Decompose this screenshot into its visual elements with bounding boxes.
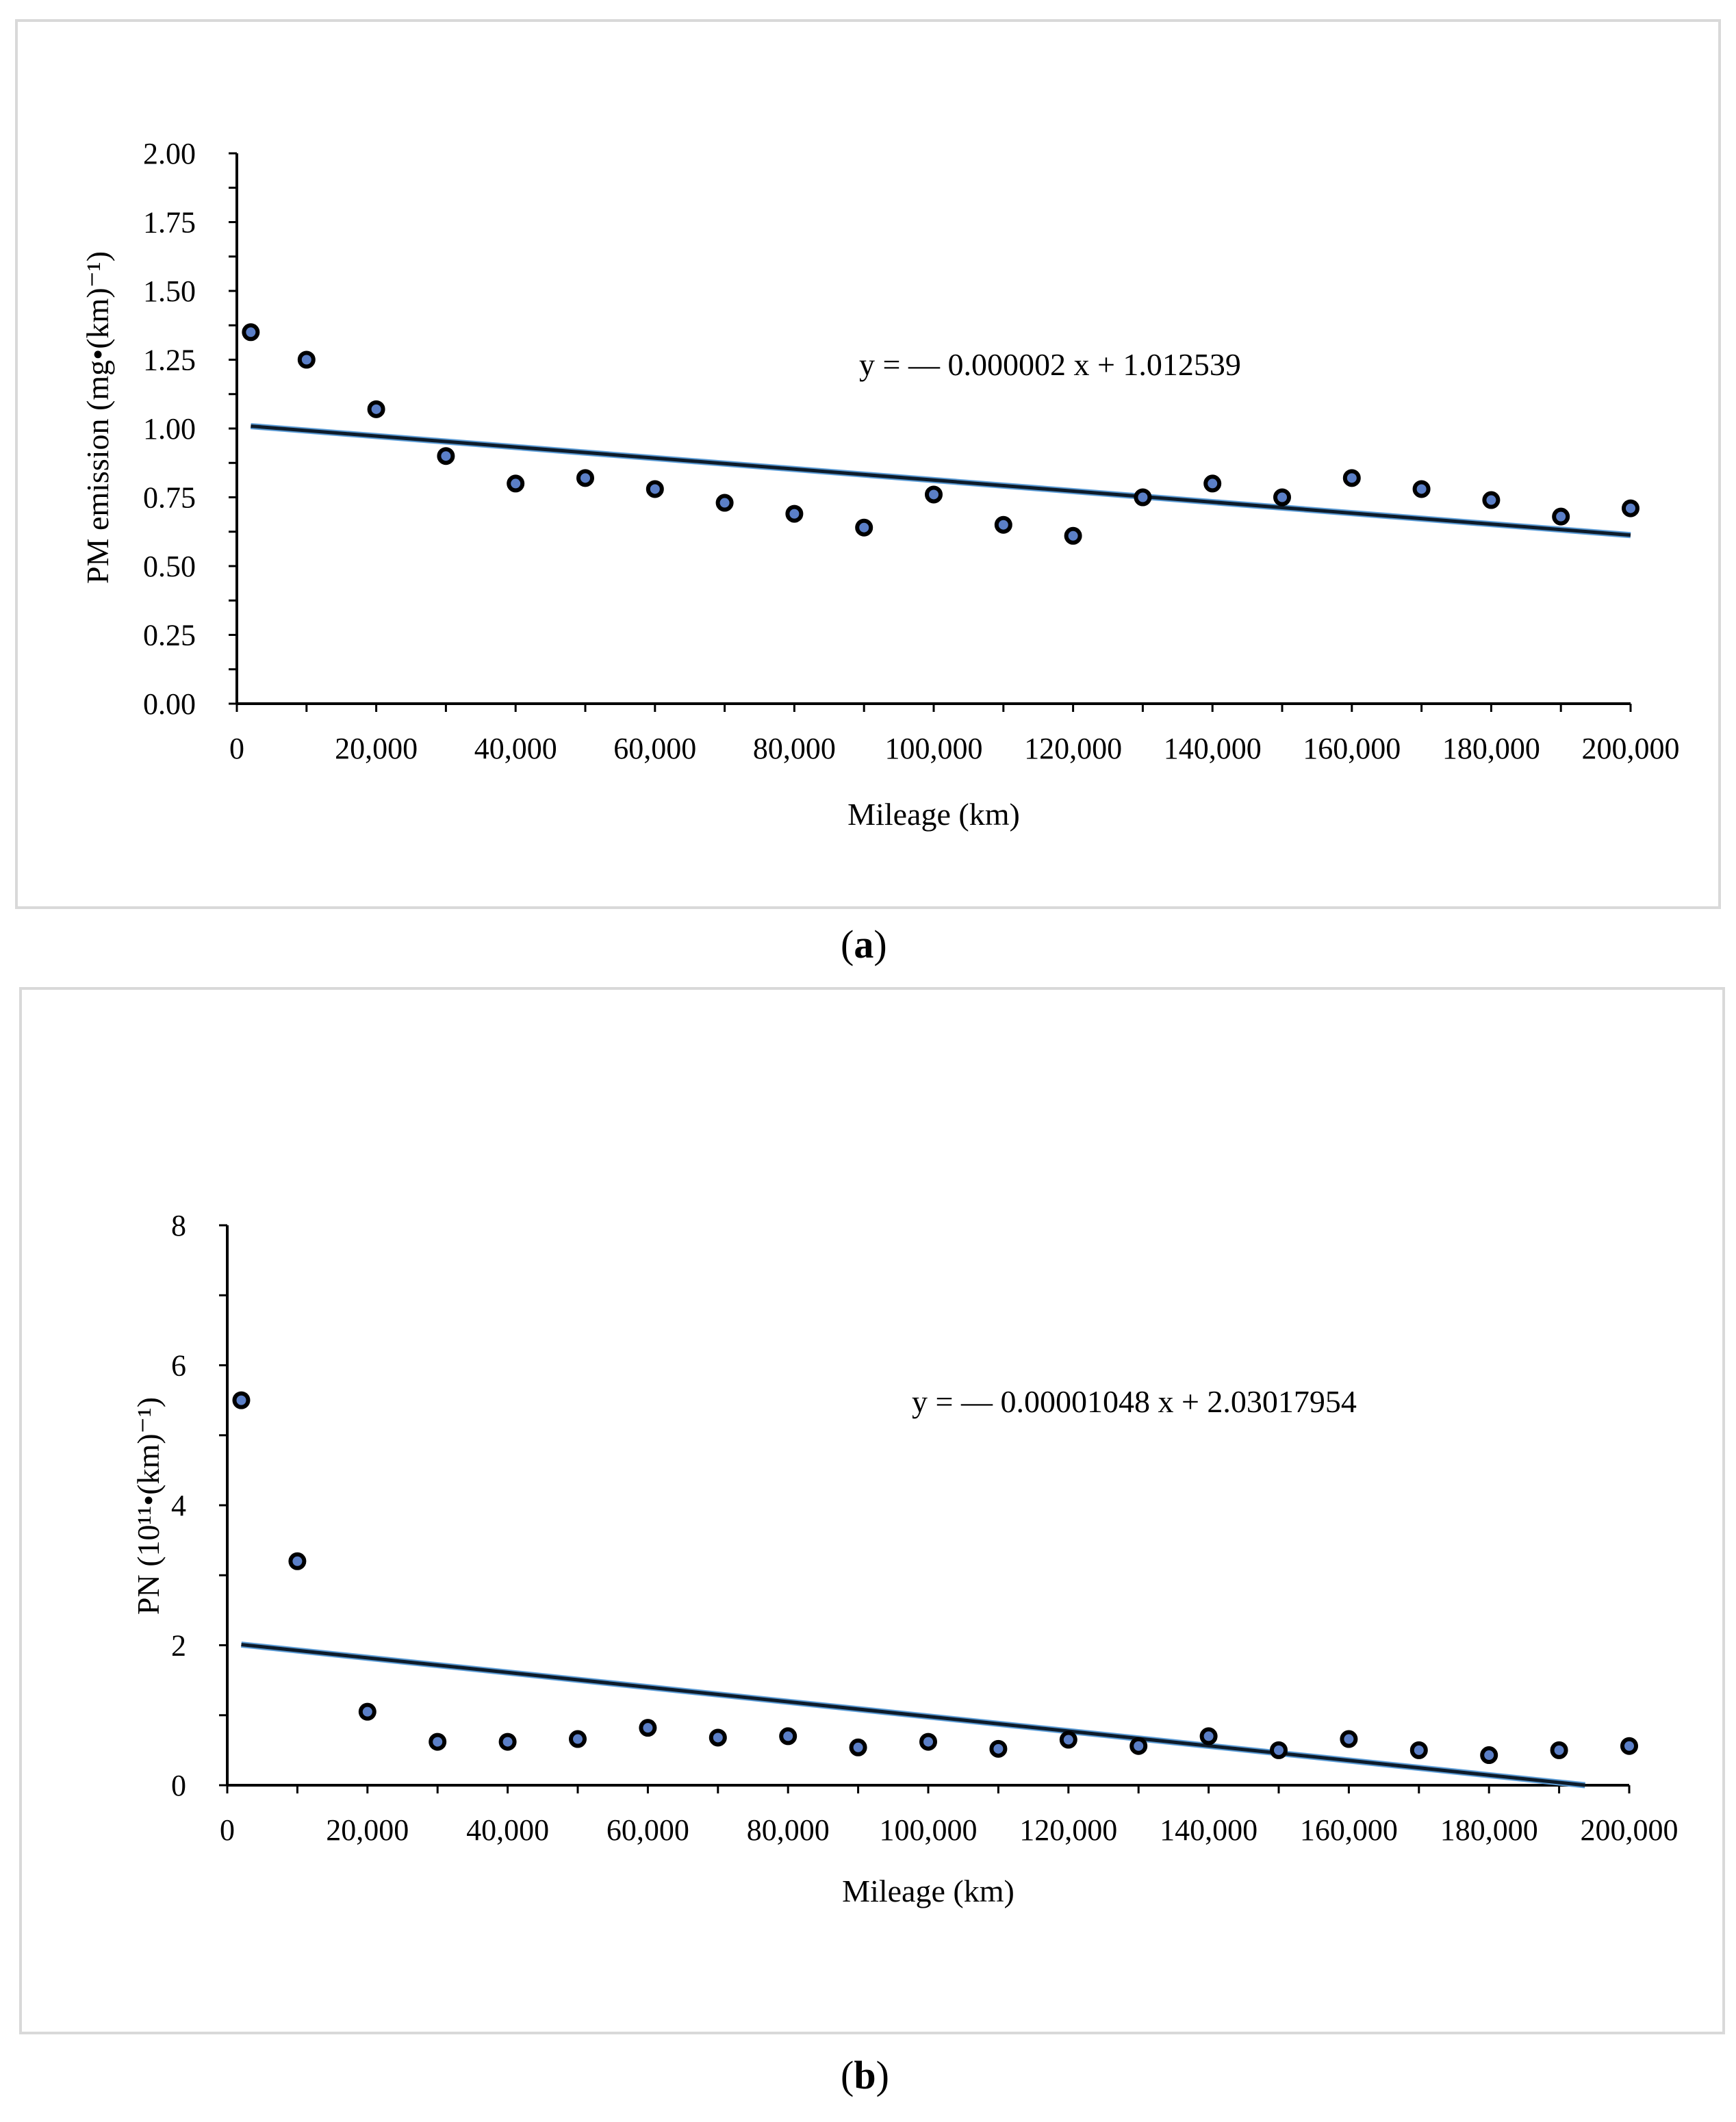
- y-tick-label-b: 0: [171, 1769, 186, 1802]
- y-tick-label-a: 0.75: [143, 481, 196, 515]
- x-tick-label-a: 160,000: [1303, 732, 1401, 765]
- x-tick-label-a: 80,000: [753, 732, 836, 765]
- y-tick-label-a: 0.25: [143, 619, 196, 652]
- data-point-a: [367, 400, 385, 418]
- data-point-b: [1550, 1741, 1568, 1759]
- data-point-b: [1340, 1730, 1358, 1748]
- y-tick-label-b: 4: [171, 1489, 186, 1522]
- data-point-a: [855, 518, 873, 537]
- x-tick-label-b: 180,000: [1440, 1813, 1538, 1847]
- data-point-a: [507, 474, 525, 493]
- x-tick-label-b: 120,000: [1019, 1813, 1117, 1847]
- y-tick-label-a: 1.25: [143, 344, 196, 377]
- data-point-b: [1620, 1737, 1638, 1755]
- data-point-b: [358, 1702, 376, 1721]
- data-point-b: [232, 1391, 251, 1409]
- x-tick-label-a: 120,000: [1024, 732, 1122, 765]
- y-tick-label-a: 2.00: [143, 137, 196, 170]
- trendline-b: [241, 1643, 1585, 1787]
- data-point-b: [1270, 1741, 1288, 1759]
- y-axis-title-a: PM emission (mg•(km)⁻¹): [80, 251, 115, 584]
- data-point-b: [1480, 1746, 1498, 1765]
- data-point-a: [1412, 480, 1431, 498]
- x-tick-label-b: 140,000: [1160, 1813, 1258, 1847]
- data-point-a: [437, 447, 455, 465]
- x-tick-label-b: 60,000: [607, 1813, 689, 1847]
- data-point-a: [1622, 499, 1639, 517]
- data-point-b: [779, 1727, 797, 1746]
- panel-label-b: (b): [841, 2053, 889, 2097]
- chart-frame-b: [19, 987, 1725, 2034]
- chart-frame-a: [15, 19, 1721, 909]
- data-point-a: [715, 494, 734, 512]
- trendline-equation-a: y = — 0.000002 x + 1.012539: [859, 347, 1241, 382]
- trendline-a: [251, 424, 1631, 537]
- data-point-a: [785, 504, 804, 523]
- panel-label-b-letter: b: [854, 2053, 876, 2097]
- x-tick-label-b: 200,000: [1581, 1813, 1678, 1847]
- data-point-b: [849, 1738, 867, 1756]
- data-point-a: [1134, 488, 1152, 507]
- data-point-b: [639, 1719, 657, 1737]
- x-tick-label-a: 200,000: [1582, 732, 1680, 765]
- data-point-a: [925, 485, 943, 504]
- x-tick-label-b: 80,000: [747, 1813, 830, 1847]
- x-tick-label-b: 100,000: [880, 1813, 978, 1847]
- data-point-a: [1482, 491, 1501, 509]
- y-tick-label-a: 1.75: [143, 206, 196, 240]
- x-axis-title-b: Mileage (km): [842, 1874, 1014, 1908]
- data-point-b: [1409, 1741, 1428, 1759]
- y-tick-label-a: 0.50: [143, 550, 196, 583]
- y-tick-label-a: 0.00: [143, 687, 196, 721]
- data-point-a: [242, 323, 260, 342]
- data-point-b: [709, 1728, 727, 1747]
- x-tick-label-a: 20,000: [335, 732, 418, 765]
- x-tick-label-a: 100,000: [885, 732, 983, 765]
- x-tick-label-a: 180,000: [1442, 732, 1540, 765]
- data-point-a: [1203, 474, 1222, 493]
- data-point-b: [429, 1733, 447, 1751]
- data-point-a: [646, 480, 664, 498]
- data-point-a: [994, 515, 1012, 534]
- x-tick-label-a: 40,000: [474, 732, 557, 765]
- x-tick-label-a: 140,000: [1164, 732, 1262, 765]
- data-point-b: [919, 1733, 937, 1751]
- y-tick-label-b: 8: [171, 1209, 186, 1242]
- data-point-a: [576, 469, 594, 487]
- data-point-b: [989, 1739, 1008, 1758]
- trendline-equation-b: y = — 0.00001048 x + 2.03017954: [912, 1384, 1357, 1419]
- panel-label-a: (a): [841, 922, 887, 967]
- x-tick-label-b: 0: [220, 1813, 235, 1847]
- data-point-a: [1064, 526, 1082, 545]
- data-point-a: [1342, 469, 1361, 487]
- data-point-b: [288, 1552, 307, 1570]
- y-tick-label-a: 1.00: [143, 412, 196, 446]
- y-tick-label-a: 1.50: [143, 274, 196, 308]
- data-point-a: [1273, 488, 1291, 507]
- data-point-b: [569, 1730, 587, 1748]
- x-tick-label-b: 160,000: [1300, 1813, 1398, 1847]
- data-point-b: [1199, 1727, 1218, 1746]
- data-point-a: [1552, 507, 1570, 526]
- data-point-a: [297, 350, 316, 369]
- y-tick-label-b: 6: [171, 1349, 186, 1383]
- x-tick-label-a: 60,000: [613, 732, 696, 765]
- x-tick-label-b: 40,000: [466, 1813, 549, 1847]
- panel-label-a-letter: a: [854, 922, 874, 967]
- y-axis-title-b: PN (10¹¹•(km)⁻¹): [131, 1397, 166, 1615]
- data-point-b: [1059, 1730, 1077, 1749]
- data-point-b: [498, 1733, 517, 1751]
- data-point-b: [1129, 1737, 1148, 1755]
- x-tick-label-a: 0: [229, 732, 244, 765]
- x-axis-title-a: Mileage (km): [847, 797, 1020, 832]
- x-tick-label-b: 20,000: [326, 1813, 409, 1847]
- y-tick-label-b: 2: [171, 1629, 186, 1663]
